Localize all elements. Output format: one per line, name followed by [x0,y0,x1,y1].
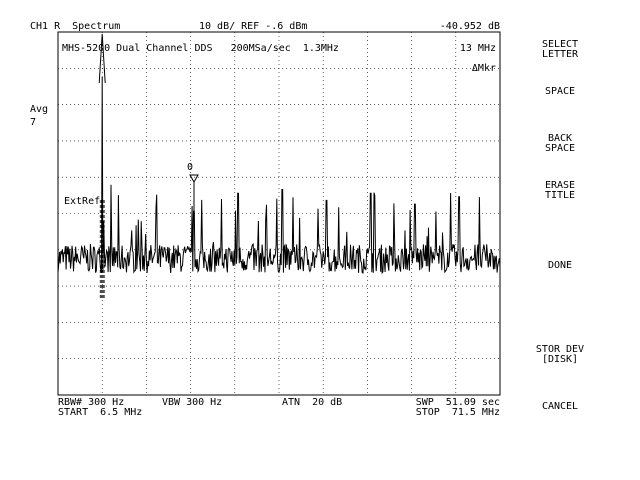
cancel-softkey[interactable]: CANCEL [541,401,579,412]
marker-frequency: 13 MHz [459,43,496,54]
marker-zero-label: 0 [187,162,194,173]
stor-dev-softkey[interactable]: STOR DEV [DISK] [535,344,585,365]
vbw-label: VBW 300 Hz [162,397,223,408]
back-space-softkey[interactable]: BACK SPACE [544,133,576,154]
done-softkey[interactable]: DONE [547,260,573,271]
spectrum-trace [57,76,501,275]
stop-frequency: STOP 71.5 MHz [415,407,500,418]
marker-readout: -40.952 dB [439,21,500,32]
trace-title: MHS-5200 Dual Channel DDS 200MSa/sec 1.3… [62,43,339,54]
sweep-time-label: SWP 51.09 sec [415,397,500,408]
rbw-label: RBW# 300 Hz [58,397,125,408]
erase-title-softkey[interactable]: ERASE TITLE [544,180,576,201]
markers [98,33,199,300]
atn-label: ATN 20 dB [282,397,343,408]
start-frequency: START 6.5 MHz [58,407,143,418]
space-softkey[interactable]: SPACE [544,86,576,97]
select-letter-softkey[interactable]: SELECT LETTER [541,39,579,60]
graticule [57,31,501,396]
scale-ref-label: 10 dB/ REF -.6 dBm [199,21,308,32]
avg-count: 7 [30,117,37,128]
delta-marker-label: ΔMkr [471,63,496,74]
ext-ref-label: ExtRef [64,196,101,207]
reference-marker-arrow [98,33,106,84]
avg-label: Avg [30,104,49,115]
marker-zero-triangle [189,174,199,184]
channel-label: CH1 R Spectrum [30,21,121,32]
